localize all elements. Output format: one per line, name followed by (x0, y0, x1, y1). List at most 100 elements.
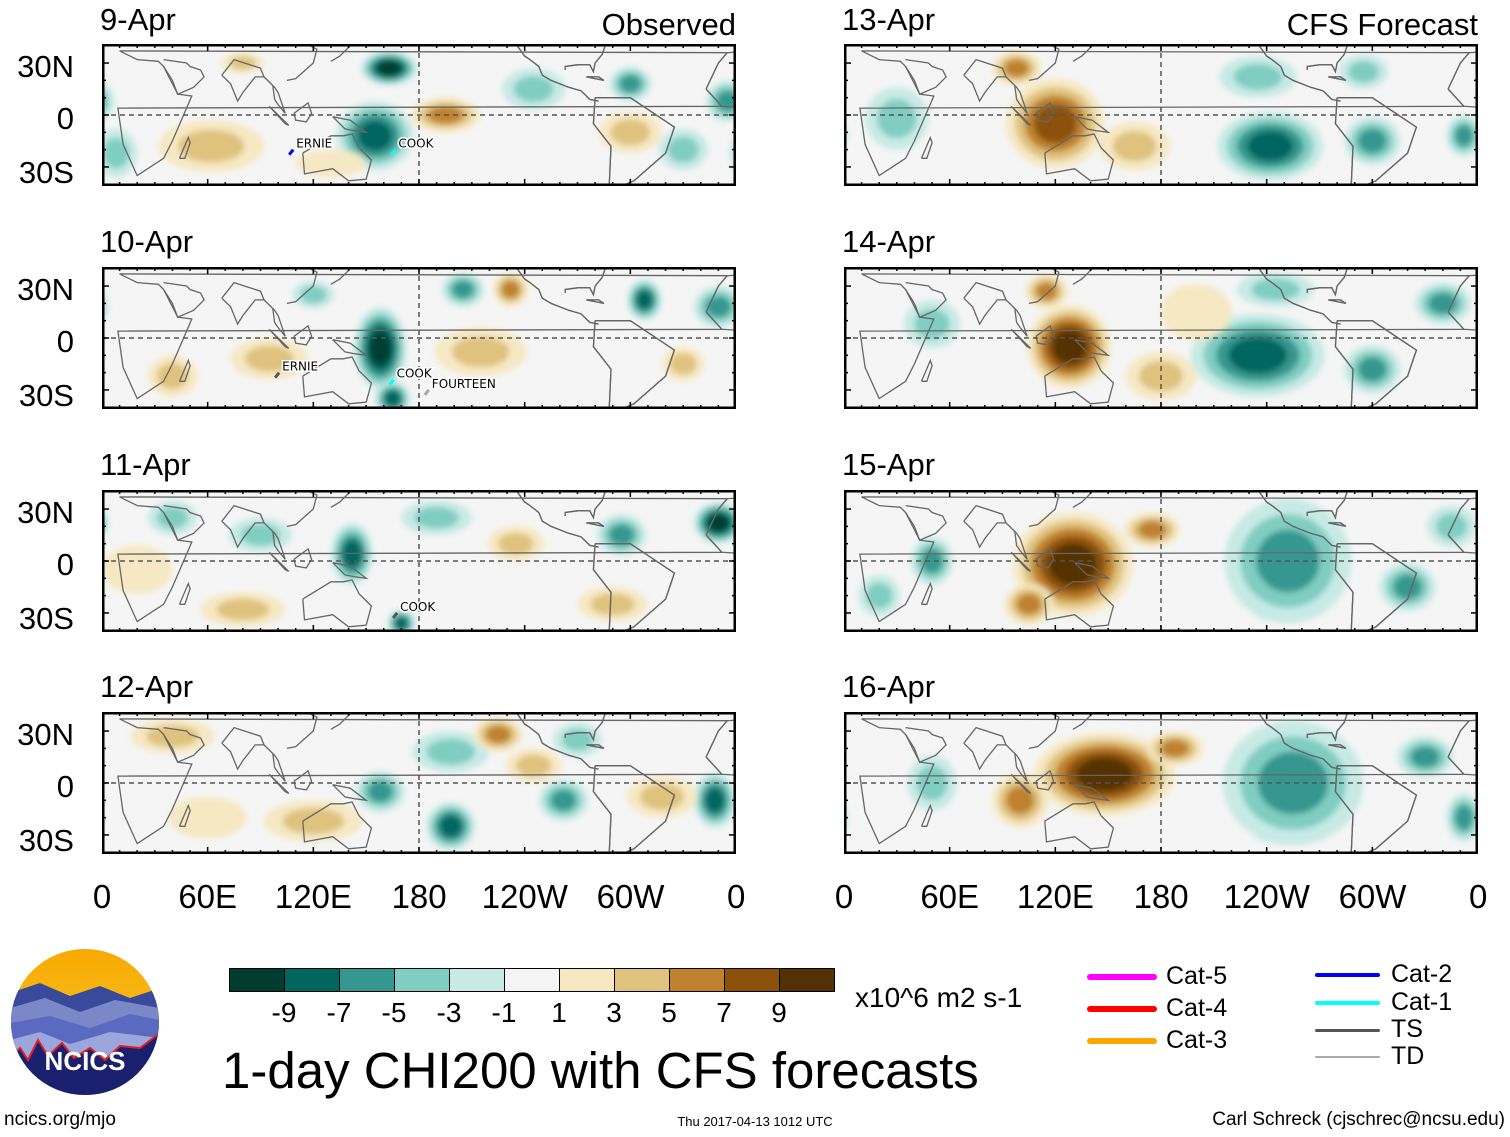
anomaly-contour (282, 808, 345, 835)
coastline (564, 490, 607, 520)
coastline (332, 339, 369, 357)
colorbar-swatch (559, 968, 615, 992)
colorbar-label: 1 (551, 997, 567, 1028)
x-tick-label: 0 (92, 878, 112, 915)
y-tick-label: 0 (56, 769, 74, 804)
coastline (263, 744, 286, 782)
map-panel-16-apr (844, 712, 1478, 854)
anomaly-contour (921, 548, 943, 574)
colorbar-label: -3 (436, 997, 462, 1028)
anomaly-contour (1035, 282, 1058, 300)
coastline (302, 579, 373, 628)
coastline (1044, 801, 1115, 850)
coastline (286, 45, 318, 82)
coastline (1328, 744, 1347, 750)
coastline (1257, 267, 1341, 325)
legend-label: Cat-5 (1166, 962, 1228, 990)
figure-title: 1-day CHI200 with CFS forecasts (222, 1042, 979, 1099)
footer-url[interactable]: ncics.org/mjo (4, 1109, 116, 1130)
coastline (1257, 490, 1341, 548)
anomaly-contour (168, 796, 247, 839)
coastline (1028, 713, 1060, 750)
coastline (1328, 522, 1347, 528)
anomaly-contour (1076, 757, 1133, 791)
x-tick-label: 0 (727, 878, 746, 915)
coastline (1005, 744, 1028, 782)
coastline (1334, 765, 1418, 854)
y-tick-label: 30N (17, 717, 74, 752)
coastline (1072, 45, 1093, 62)
coastline (592, 543, 676, 632)
coastline (178, 358, 191, 382)
anomaly-contour (1161, 284, 1232, 340)
coastline (1074, 116, 1111, 134)
coastline (302, 356, 373, 405)
storm-track (391, 612, 399, 619)
anomaly-contour (866, 582, 893, 609)
coastline (592, 320, 676, 409)
x-tick-label: 180 (1133, 878, 1189, 915)
coastline (263, 299, 286, 337)
storm-track (288, 148, 295, 156)
anomaly-contour (102, 545, 173, 594)
anomaly-contour (667, 136, 699, 163)
panel-date-11-apr: 11-Apr (100, 447, 191, 482)
anomaly-contour (1455, 125, 1473, 147)
colorbar-label: -5 (381, 997, 407, 1028)
coastline (1074, 339, 1111, 357)
footer-timestamp: Thu 2017-04-13 1012 UTC (677, 1114, 833, 1129)
coastline (221, 504, 265, 549)
coastline (330, 491, 351, 508)
coastline (330, 268, 351, 285)
coastline (332, 784, 369, 802)
legend-line-cat-5 (1087, 974, 1157, 980)
coastline (263, 76, 286, 114)
coastline (859, 718, 1471, 845)
anomaly-contour (358, 120, 392, 151)
coastline (859, 273, 1471, 400)
anomaly-contour (1455, 805, 1473, 830)
anomaly-contour (501, 280, 520, 299)
anomaly-contour (562, 728, 593, 751)
anomaly-contour (640, 783, 685, 810)
anomaly-contour (515, 754, 552, 777)
coastline (1074, 562, 1111, 580)
x-tick-label: 0 (834, 878, 854, 915)
anomaly-contour (426, 738, 475, 765)
coastline (564, 267, 607, 297)
x-tick-label: 120W (1223, 878, 1310, 915)
anomaly-contour (216, 598, 270, 621)
coastline (1257, 712, 1341, 770)
storm-label: ERNIE (282, 360, 318, 374)
x-tick-label: 0 (1469, 878, 1488, 915)
x-tick-label: 60W (1338, 878, 1407, 915)
coastline (1028, 45, 1060, 82)
coastline (163, 58, 205, 96)
anomaly-contour (1257, 751, 1329, 815)
legend-line-cat-2 (1315, 973, 1380, 977)
anomaly-contour (1048, 543, 1097, 586)
colorbar-label: -9 (271, 997, 297, 1028)
x-tick-label: 60W (596, 878, 665, 915)
coastline (221, 281, 265, 326)
x-tick-label: 120E (1016, 878, 1094, 915)
coastline (586, 744, 605, 750)
coastline (564, 712, 607, 742)
coastline (963, 726, 1007, 771)
coastline (905, 726, 947, 764)
anomaly-contour (395, 617, 408, 630)
colorbar-swatch (779, 968, 835, 992)
anomaly-contour (414, 506, 459, 529)
coastline (178, 135, 191, 159)
coastline (920, 135, 933, 159)
colorbar-swatch (504, 968, 560, 992)
legend-label: TD (1391, 1042, 1425, 1070)
coastline (330, 45, 351, 62)
coastline (1044, 133, 1115, 182)
coastline (293, 101, 313, 123)
colorbar-swatch (229, 968, 285, 992)
coastline (293, 324, 313, 346)
panel-date-9-apr: 9-Apr (100, 2, 176, 37)
legend-line-cat-1 (1315, 1001, 1380, 1005)
